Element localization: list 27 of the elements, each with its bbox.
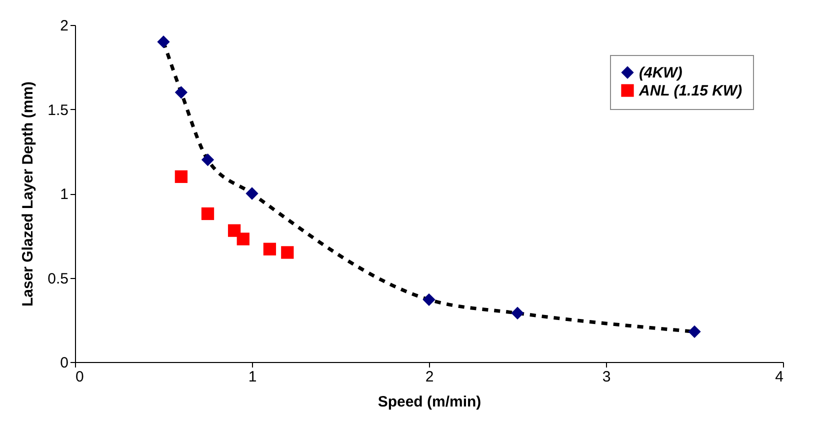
point — [174, 86, 188, 99]
point — [422, 293, 436, 306]
point — [263, 242, 276, 256]
point — [201, 207, 214, 220]
x-axis-title: Speed (m/min) — [378, 394, 482, 410]
point — [228, 224, 241, 237]
legend-label: (4KW) — [639, 64, 682, 82]
x-tick-label: 3 — [602, 368, 611, 386]
y-tick-label: 0 — [60, 354, 68, 372]
point — [236, 232, 250, 246]
point — [281, 246, 294, 259]
y-tick-label: 0.5 — [48, 270, 68, 288]
legend-label: ANL (1.15 KW) — [638, 82, 742, 100]
x-tick-label: 0 — [76, 368, 84, 386]
y-tick-label: 1.5 — [48, 102, 68, 119]
point — [688, 325, 701, 338]
y-tick-label: 2 — [60, 18, 68, 34]
point — [246, 187, 258, 200]
point — [157, 36, 170, 48]
x-tick-label: 4 — [775, 368, 784, 386]
point — [201, 153, 214, 166]
x-tick-label: 1 — [248, 368, 257, 386]
x-tick-label: 2 — [425, 368, 434, 386]
point — [174, 170, 188, 183]
y-axis-title: Laser Glazed Layer Depth (mm) — [20, 81, 37, 307]
point — [511, 306, 524, 320]
y-tick-label: 1 — [60, 186, 68, 203]
